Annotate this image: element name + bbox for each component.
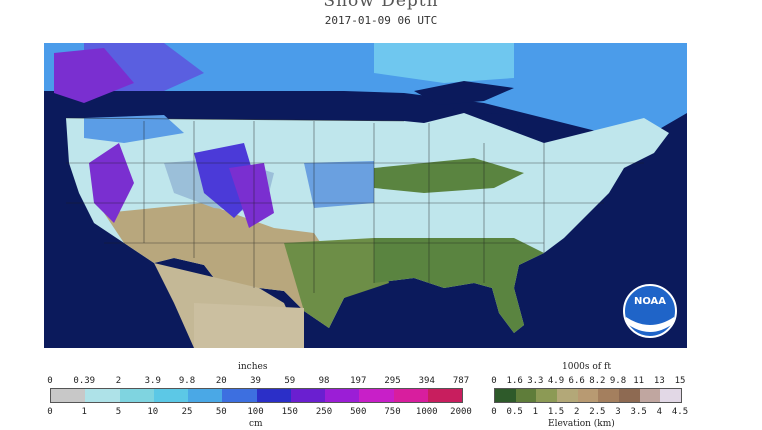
snow-swatch-8 xyxy=(325,389,360,402)
snow-swatch-2 xyxy=(119,389,154,402)
snow-swatch-11 xyxy=(427,389,462,402)
snow-swatch-6 xyxy=(256,389,291,402)
elevation-km-tick-label: 3.5 xyxy=(630,407,647,417)
elevation-swatch-1 xyxy=(515,389,537,402)
snow-cm-tick-label: 1000 xyxy=(415,407,438,417)
snow-cm-tick-label: 2000 xyxy=(450,407,472,417)
elevation-bottom-unit: Elevation (km) xyxy=(548,419,615,429)
snow-inch-tick-label: 295 xyxy=(384,376,401,386)
snow-swatch-4 xyxy=(188,389,223,402)
elevation-ft-tick-label: 9.8 xyxy=(609,376,627,386)
map-title: Snow Depth xyxy=(323,0,439,11)
elevation-swatch-4 xyxy=(577,389,599,402)
elevation-ft-tick-label: 13 xyxy=(653,376,665,386)
snow-cm-tick-label: 500 xyxy=(350,407,367,417)
elevation-ft-tick-label: 8.2 xyxy=(589,376,606,386)
elevation-swatch-6 xyxy=(619,389,640,402)
map-date: 2017-01-09 06 UTC xyxy=(324,14,438,27)
snow-cm-tick-label: 25 xyxy=(181,407,193,417)
snow-swatch-7 xyxy=(290,389,325,402)
elevation-ft-tick-label: 4.9 xyxy=(547,376,565,386)
elevation-swatch-7 xyxy=(639,389,661,402)
snow-inch-tick-label: 39 xyxy=(250,376,261,386)
snow-inch-tick-label: 394 xyxy=(418,376,435,386)
snow-cm-tick-label: 750 xyxy=(384,407,401,417)
map-graphic: NOAA xyxy=(44,43,687,348)
snow-inch-tick-label: 20 xyxy=(215,376,227,386)
snow-cm-tick-label: 100 xyxy=(247,407,264,417)
snow-top-unit: inches xyxy=(238,362,268,372)
snow-inch-tick-label: 2 xyxy=(115,376,122,386)
snow-swatch-9 xyxy=(359,389,394,402)
snow-cm-tick-label: 150 xyxy=(281,407,298,417)
snow-swatch-1 xyxy=(85,389,120,402)
elevation-swatch-3 xyxy=(557,389,578,402)
elevation-km-tick-label: 3 xyxy=(615,407,621,417)
elevation-swatch-8 xyxy=(660,389,682,402)
elevation-km-tick-label: 1.5 xyxy=(547,407,565,417)
elevation-km-tick-label: 0 xyxy=(491,407,497,417)
snow-swatch-10 xyxy=(393,389,428,402)
elevation-km-tick-label: 0.5 xyxy=(506,407,523,417)
noaa-logo: NOAA xyxy=(623,284,677,338)
elevation-swatch-0 xyxy=(495,389,516,402)
snow-inch-tick-label: 0.39 xyxy=(73,376,96,386)
snow-inch-tick-label: 3.9 xyxy=(144,376,161,386)
elevation-ft-tick-label: 11 xyxy=(633,376,645,386)
elevation-km-tick-label: 4 xyxy=(656,407,663,417)
snow-swatch-5 xyxy=(222,389,257,402)
elevation-ft-tick-label: 15 xyxy=(674,376,686,386)
snow-cm-tick-label: 250 xyxy=(315,407,333,417)
snow-swatch-3 xyxy=(153,389,188,402)
snow-inch-tick-label: 9.8 xyxy=(178,376,196,386)
snow-cm-tick-label: 50 xyxy=(215,407,227,417)
snow-inch-tick-label: 0 xyxy=(47,376,53,386)
snow-inch-tick-label: 59 xyxy=(284,376,296,386)
elevation-ft-tick-label: 6.6 xyxy=(568,376,585,386)
elevation-ft-tick-label: 3.3 xyxy=(527,376,544,386)
snow-color-bar xyxy=(50,388,463,403)
lake-superior xyxy=(414,81,514,105)
snow-cm-tick-label: 0 xyxy=(47,407,53,417)
snow-inch-tick-label: 197 xyxy=(350,376,367,386)
snow-depth-map: NOAA xyxy=(44,43,687,348)
elevation-km-tick-label: 2.5 xyxy=(589,407,606,417)
svg-text:NOAA: NOAA xyxy=(634,296,666,307)
elevation-swatch-5 xyxy=(598,389,620,402)
snow-cm-tick-label: 1 xyxy=(81,407,87,417)
snow-inch-tick-label: 787 xyxy=(452,376,470,386)
elevation-km-tick-label: 1 xyxy=(532,407,539,417)
snow-cm-tick-label: 5 xyxy=(115,407,122,417)
snow-cm-tick-label: 10 xyxy=(147,407,159,417)
elevation-ft-tick-label: 0 xyxy=(491,376,497,386)
elevation-km-tick-label: 2 xyxy=(573,407,580,417)
elevation-swatch-2 xyxy=(536,389,558,402)
elevation-km-tick-label: 4.5 xyxy=(671,407,689,417)
snow-bottom-unit: cm xyxy=(249,419,263,429)
snow-swatch-0 xyxy=(51,389,86,402)
elevation-ft-tick-label: 1.6 xyxy=(506,376,523,386)
elevation-color-bar xyxy=(494,388,682,403)
elevation-top-unit: 1000s of ft xyxy=(562,362,611,372)
snow-inch-tick-label: 98 xyxy=(318,376,330,386)
